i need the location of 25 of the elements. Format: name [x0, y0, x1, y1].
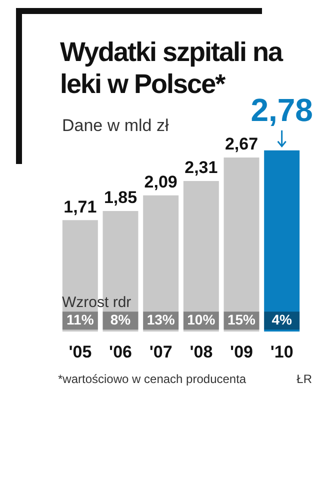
annotation: 8%: [110, 311, 132, 328]
text: *wartościowo w cenach producenta: [58, 372, 246, 386]
chart-subtitle: Dane w mld zł: [62, 116, 169, 135]
x-tick-label: '06: [109, 342, 132, 362]
text: ŁR: [296, 372, 312, 386]
annotation: 13%: [146, 311, 176, 328]
bar: [264, 150, 300, 332]
annotation: 10%: [187, 311, 216, 328]
bar: [183, 180, 219, 332]
x-tick-label: '08: [190, 342, 213, 362]
data-label: 1,85: [104, 188, 138, 208]
annotation: Wzrost rdr: [62, 294, 132, 312]
x-tick-label: '05: [68, 342, 92, 362]
data-label: 1,71: [64, 197, 97, 216]
data-label: 2,67: [224, 134, 258, 154]
annotation: 11%: [66, 311, 94, 328]
data-label: 2,31: [184, 158, 218, 178]
annotation: 15%: [227, 311, 256, 328]
bar: [143, 195, 179, 332]
x-tick-label: '07: [149, 342, 172, 362]
data-label: 2,09: [144, 172, 178, 192]
x-tick-label: '10: [270, 342, 294, 362]
annotation: 4%: [272, 311, 292, 328]
bar: [224, 158, 260, 332]
x-tick-label: '09: [230, 342, 253, 362]
